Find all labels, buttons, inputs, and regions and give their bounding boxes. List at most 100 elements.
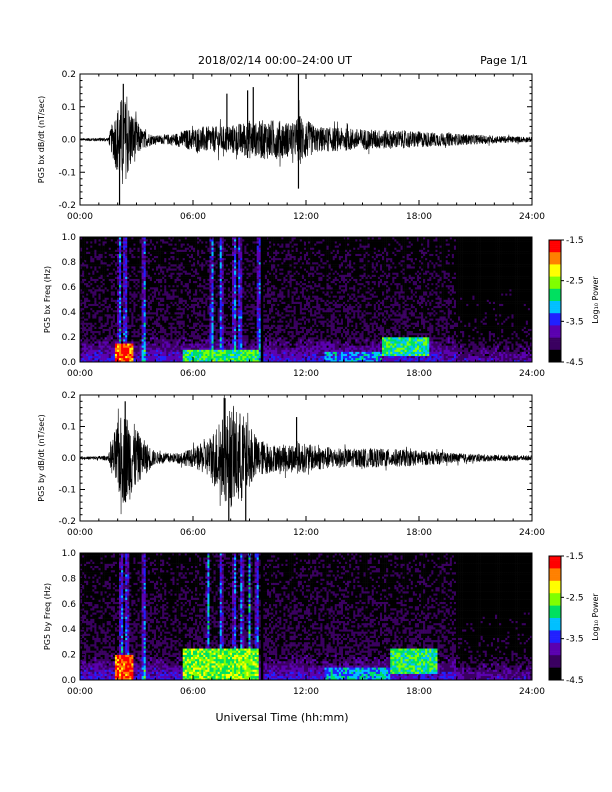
spectrogram-cell xyxy=(142,239,144,241)
spectrogram-cell xyxy=(133,345,135,347)
spectrogram-cell xyxy=(144,252,146,254)
spectrogram-cell xyxy=(98,345,100,347)
spectrogram-cell xyxy=(203,268,205,270)
spectrogram-cell xyxy=(195,281,197,283)
spectrogram-cell xyxy=(195,262,197,264)
spectrogram-cell xyxy=(135,241,137,243)
spectrogram-cell xyxy=(82,297,84,299)
spectrogram-cell xyxy=(148,306,150,308)
spectrogram-cell xyxy=(135,281,137,283)
spectrogram-cell xyxy=(172,293,174,295)
spectrogram-cell xyxy=(154,270,156,272)
spectrogram-cell xyxy=(164,350,166,352)
spectrogram-cell xyxy=(240,275,242,277)
spectrogram-cell xyxy=(154,354,156,356)
spectrogram-cell xyxy=(90,354,92,356)
spectrogram-cell xyxy=(123,337,125,339)
spectrogram-cell xyxy=(205,306,207,308)
spectrogram-cell xyxy=(150,314,152,316)
spectrogram-cell xyxy=(216,339,218,341)
spectrogram-cell xyxy=(86,300,88,302)
spectrogram-cell xyxy=(146,250,148,252)
spectrogram-cell xyxy=(193,285,195,287)
spectrogram-cell xyxy=(121,358,123,360)
spectrogram-cell xyxy=(220,306,222,308)
spectrogram-cell xyxy=(226,327,228,329)
spectrogram-cell xyxy=(98,343,100,345)
spectrogram-cell xyxy=(207,343,209,345)
spectrogram-cell xyxy=(170,354,172,356)
spectrogram-cell xyxy=(84,345,86,347)
spectrogram-cell xyxy=(125,341,127,343)
spectrogram-cell xyxy=(107,343,109,345)
spectrogram-cell xyxy=(238,241,240,243)
spectrogram-cell xyxy=(211,247,213,249)
spectrogram-cell xyxy=(199,293,201,295)
spectrogram-cell xyxy=(160,291,162,293)
spectrogram-cell xyxy=(129,300,131,302)
spectrogram-cell xyxy=(117,329,119,331)
spectrogram-cell xyxy=(138,320,140,322)
spectrogram-cell xyxy=(129,277,131,279)
spectrogram-cell xyxy=(111,347,113,349)
spectrogram-cell xyxy=(232,306,234,308)
spectrogram-cell xyxy=(131,291,133,293)
spectrogram-cell xyxy=(138,283,140,285)
spectrogram-cell xyxy=(113,260,115,262)
spectrogram-cell xyxy=(154,258,156,260)
spectrogram-cell xyxy=(107,254,109,256)
x-tick-label: 06:00 xyxy=(180,212,206,222)
spectrogram-cell xyxy=(216,283,218,285)
spectrogram-cell xyxy=(242,337,244,339)
spectrogram-cell xyxy=(154,279,156,281)
spectrogram-cell xyxy=(189,306,191,308)
spectrogram-cell xyxy=(218,337,220,339)
spectrogram-cell xyxy=(105,345,107,347)
spectrogram-cell xyxy=(107,256,109,258)
spectrogram-cell xyxy=(127,302,129,304)
spectrogram-cell xyxy=(101,302,103,304)
spectrogram-cell xyxy=(109,322,111,324)
spectrogram-cell xyxy=(148,283,150,285)
spectrogram-cell xyxy=(125,239,127,241)
spectrogram-cell xyxy=(224,327,226,329)
spectrogram-cell xyxy=(170,268,172,270)
spectrogram-cell xyxy=(199,245,201,247)
spectrogram-cell xyxy=(199,266,201,268)
spectrogram-cell xyxy=(88,304,90,306)
spectrogram-cell xyxy=(107,347,109,349)
spectrogram-cell xyxy=(232,304,234,306)
spectrogram-cell xyxy=(230,352,232,354)
spectrogram-cell xyxy=(218,312,220,314)
spectrogram-cell xyxy=(216,300,218,302)
spectrogram-cell xyxy=(201,287,203,289)
spectrogram-cell xyxy=(203,322,205,324)
spectrogram-cell xyxy=(218,320,220,322)
spectrogram-cell xyxy=(226,293,228,295)
spectrogram-cell xyxy=(103,285,105,287)
spectrogram-cell xyxy=(111,318,113,320)
spectrogram-cell xyxy=(189,347,191,349)
spectrogram-cell xyxy=(144,243,146,245)
spectrogram-cell xyxy=(94,245,96,247)
spectrogram-cell xyxy=(230,339,232,341)
spectrogram-cell xyxy=(224,314,226,316)
spectrogram-cell xyxy=(96,250,98,252)
spectrogram-cell xyxy=(109,270,111,272)
spectrogram-cell xyxy=(96,243,98,245)
spectrogram-cell xyxy=(101,335,103,337)
spectrogram-cell xyxy=(170,291,172,293)
spectrogram-cell xyxy=(111,275,113,277)
spectrogram-cell xyxy=(177,250,179,252)
spectrogram-cell xyxy=(101,239,103,241)
spectrogram-cell xyxy=(119,320,121,322)
spectrogram-cell xyxy=(125,279,127,281)
spectrogram-cell xyxy=(189,266,191,268)
spectrogram-cell xyxy=(164,306,166,308)
spectrogram-cell xyxy=(142,283,144,285)
spectrogram-cell xyxy=(211,308,213,310)
spectrogram-cell xyxy=(207,272,209,274)
spectrogram-cell xyxy=(166,312,168,314)
spectrogram-cell xyxy=(150,239,152,241)
spectrogram-cell xyxy=(144,295,146,297)
